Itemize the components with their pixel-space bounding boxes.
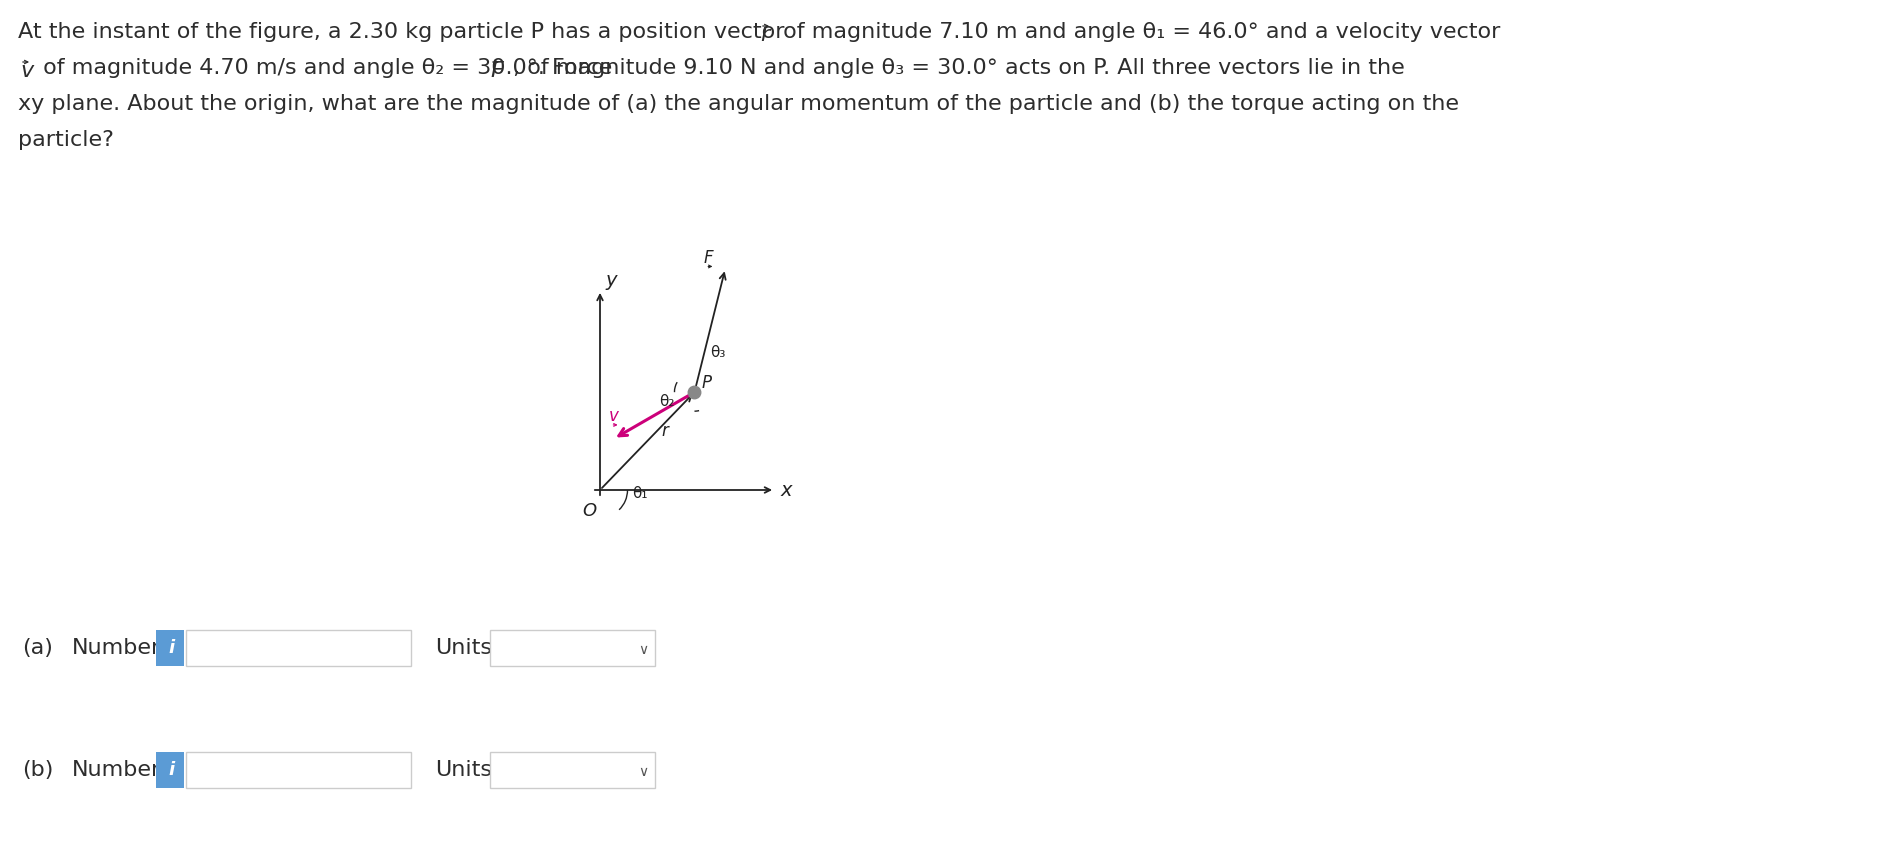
- FancyBboxPatch shape: [156, 752, 184, 788]
- Text: Units: Units: [435, 638, 492, 658]
- Text: ∨: ∨: [638, 643, 648, 657]
- Text: r: r: [760, 25, 770, 45]
- Text: of magnitude 7.10 m and angle θ₁ = 46.0° and a velocity vector: of magnitude 7.10 m and angle θ₁ = 46.0°…: [775, 22, 1500, 42]
- Text: θ₃: θ₃: [711, 345, 726, 360]
- Text: particle?: particle?: [19, 130, 114, 150]
- Text: Units: Units: [435, 760, 492, 780]
- FancyBboxPatch shape: [156, 630, 184, 666]
- Text: F: F: [490, 61, 503, 81]
- FancyBboxPatch shape: [186, 752, 411, 788]
- Text: ∨: ∨: [638, 765, 648, 779]
- Text: Number: Number: [71, 638, 161, 658]
- Text: (a): (a): [23, 638, 53, 658]
- Text: y: y: [604, 270, 616, 290]
- Text: i: i: [169, 761, 175, 779]
- Text: At the instant of the figure, a 2.30 kg particle P has a position vector: At the instant of the figure, a 2.30 kg …: [19, 22, 785, 42]
- Text: Number: Number: [71, 760, 161, 780]
- Text: , of magnitude 9.10 N and angle θ₃ = 30.0° acts on P. All three vectors lie in t: , of magnitude 9.10 N and angle θ₃ = 30.…: [507, 58, 1404, 78]
- Text: of magnitude 4.70 m/s and angle θ₂ = 30.0°. Force: of magnitude 4.70 m/s and angle θ₂ = 30.…: [36, 58, 612, 78]
- FancyBboxPatch shape: [490, 630, 655, 666]
- Text: θ₁: θ₁: [633, 486, 648, 501]
- Text: xy plane. About the origin, what are the magnitude of (a) the angular momentum o: xy plane. About the origin, what are the…: [19, 94, 1458, 114]
- FancyBboxPatch shape: [490, 752, 655, 788]
- FancyBboxPatch shape: [186, 630, 411, 666]
- Text: v: v: [21, 61, 34, 81]
- Text: v: v: [608, 407, 618, 425]
- Text: F: F: [704, 250, 713, 268]
- Text: (b): (b): [23, 760, 53, 780]
- Text: r: r: [663, 423, 668, 440]
- Text: O: O: [582, 502, 597, 520]
- Text: P: P: [702, 374, 711, 392]
- Text: x: x: [781, 481, 792, 499]
- Text: i: i: [169, 639, 175, 657]
- Text: θ₂: θ₂: [659, 394, 676, 409]
